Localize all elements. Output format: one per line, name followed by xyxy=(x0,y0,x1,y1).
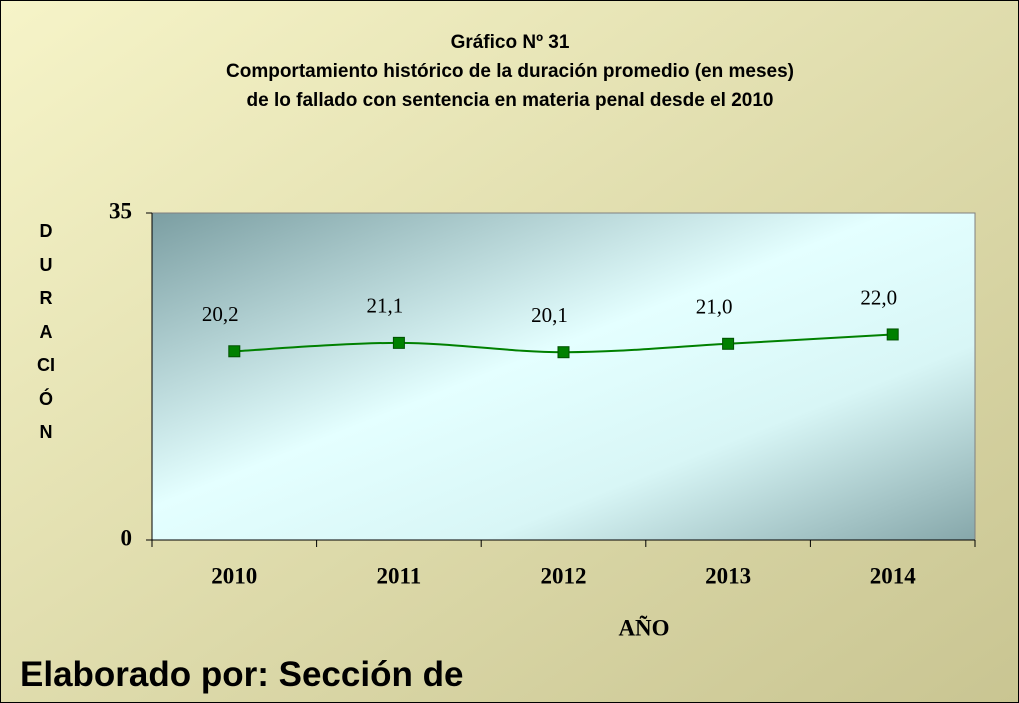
marker xyxy=(392,336,405,349)
marker xyxy=(228,345,241,358)
x-tick-label: 2013 xyxy=(705,563,751,588)
chart-title: Comportamiento histórico de la duración … xyxy=(226,61,794,82)
y-axis-label: DURACIÓN xyxy=(37,221,55,442)
source-note: Elaborado por: Sección de xyxy=(20,655,464,694)
chart-title: Gráfico Nº 31 xyxy=(451,32,570,53)
x-tick-label: 2014 xyxy=(870,563,917,588)
x-tick-label: 2012 xyxy=(541,563,587,588)
marker xyxy=(722,337,735,350)
plot-area xyxy=(151,212,976,541)
x-tick-label: 2010 xyxy=(211,563,257,588)
data-label: 22,0 xyxy=(860,285,897,309)
data-label: 20,2 xyxy=(202,302,239,326)
y-tick-label: 0 xyxy=(121,525,133,550)
marker xyxy=(886,328,899,341)
chart-title: de lo fallado con sentencia en materia p… xyxy=(247,90,774,111)
y-tick-label: 35 xyxy=(109,198,132,223)
data-label: 21,1 xyxy=(367,294,404,318)
x-tick-label: 2011 xyxy=(377,563,422,588)
x-axis-label: AÑO xyxy=(618,615,669,640)
data-label: 21,0 xyxy=(696,295,733,319)
data-label: 20,1 xyxy=(531,303,568,327)
marker xyxy=(557,346,570,359)
